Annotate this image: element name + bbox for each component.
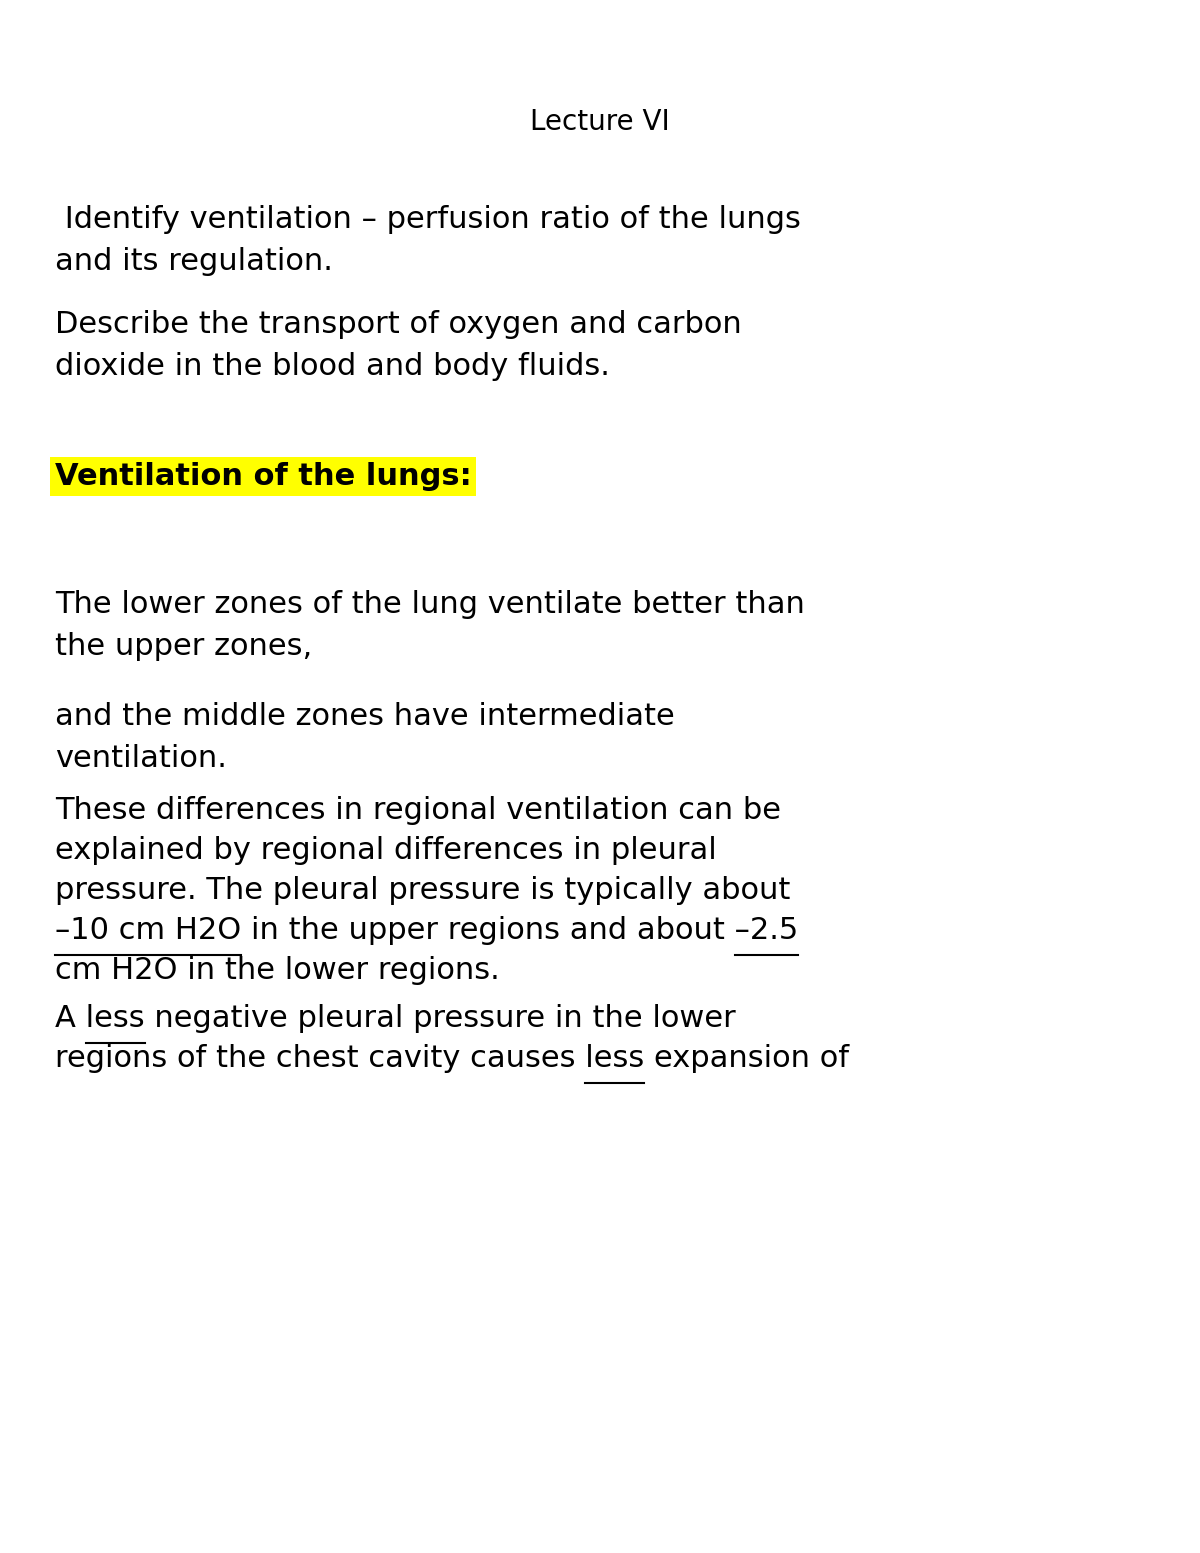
Text: the upper zones,: the upper zones, <box>55 632 312 662</box>
Text: ventilation.: ventilation. <box>55 744 227 773</box>
Text: pressure. The pleural pressure is typically about: pressure. The pleural pressure is typica… <box>55 876 791 905</box>
Text: –10 cm H2O in the upper regions and about –2.5: –10 cm H2O in the upper regions and abou… <box>55 916 798 944</box>
Text: dioxide in the blood and body fluids.: dioxide in the blood and body fluids. <box>55 353 610 380</box>
Text: cm H2O in the lower regions.: cm H2O in the lower regions. <box>55 957 499 985</box>
Text: The lower zones of the lung ventilate better than: The lower zones of the lung ventilate be… <box>55 590 805 620</box>
Text: and the middle zones have intermediate: and the middle zones have intermediate <box>55 702 674 731</box>
Text: These differences in regional ventilation can be: These differences in regional ventilatio… <box>55 797 781 825</box>
Text: Describe the transport of oxygen and carbon: Describe the transport of oxygen and car… <box>55 311 742 339</box>
Text: Lecture VI: Lecture VI <box>530 109 670 137</box>
Text: regions of the chest cavity causes less expansion of: regions of the chest cavity causes less … <box>55 1044 850 1073</box>
Text: Identify ventilation – perfusion ratio of the lungs: Identify ventilation – perfusion ratio o… <box>55 205 800 235</box>
Text: A less negative pleural pressure in the lower: A less negative pleural pressure in the … <box>55 1003 736 1033</box>
Text: explained by regional differences in pleural: explained by regional differences in ple… <box>55 836 716 865</box>
Text: Ventilation of the lungs:: Ventilation of the lungs: <box>55 461 472 491</box>
Text: and its regulation.: and its regulation. <box>55 247 332 276</box>
